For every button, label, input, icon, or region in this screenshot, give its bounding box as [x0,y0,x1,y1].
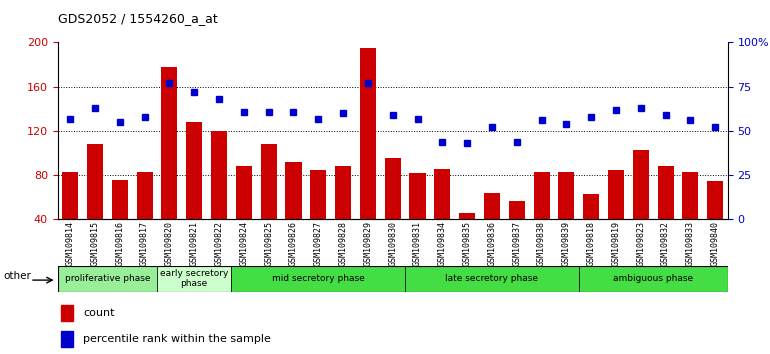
Text: late secretory phase: late secretory phase [445,274,538,283]
Bar [558,172,574,264]
Bar [434,169,450,264]
Bar [484,193,500,264]
Bar [360,48,376,264]
Bar [583,194,599,264]
Bar [162,67,177,264]
Bar [87,144,103,264]
Bar [61,331,73,347]
Bar [385,158,400,264]
Bar [236,166,252,264]
Bar [633,150,649,264]
Text: other: other [3,271,31,281]
Bar [61,305,73,321]
Bar [157,266,232,292]
Bar [62,172,79,264]
Bar [310,170,326,264]
Bar [112,179,128,264]
Bar [608,170,624,264]
Text: mid secretory phase: mid secretory phase [272,274,365,283]
Text: ambiguous phase: ambiguous phase [613,274,693,283]
Text: count: count [83,308,115,318]
Bar [459,213,475,264]
Bar [579,266,728,292]
Bar [405,266,579,292]
Text: GDS2052 / 1554260_a_at: GDS2052 / 1554260_a_at [58,12,217,25]
Text: proliferative phase: proliferative phase [65,274,150,283]
Bar [186,122,203,264]
Bar [286,162,302,264]
Bar [509,201,525,264]
Bar [682,172,698,264]
Bar [58,266,157,292]
Bar [658,166,674,264]
Bar [136,172,152,264]
Bar [335,166,351,264]
Bar [707,181,723,264]
Bar [534,172,550,264]
Bar [260,144,276,264]
Bar [410,173,426,264]
Bar [232,266,405,292]
Text: early secretory
phase: early secretory phase [160,269,229,289]
Text: percentile rank within the sample: percentile rank within the sample [83,334,271,344]
Bar [211,131,227,264]
